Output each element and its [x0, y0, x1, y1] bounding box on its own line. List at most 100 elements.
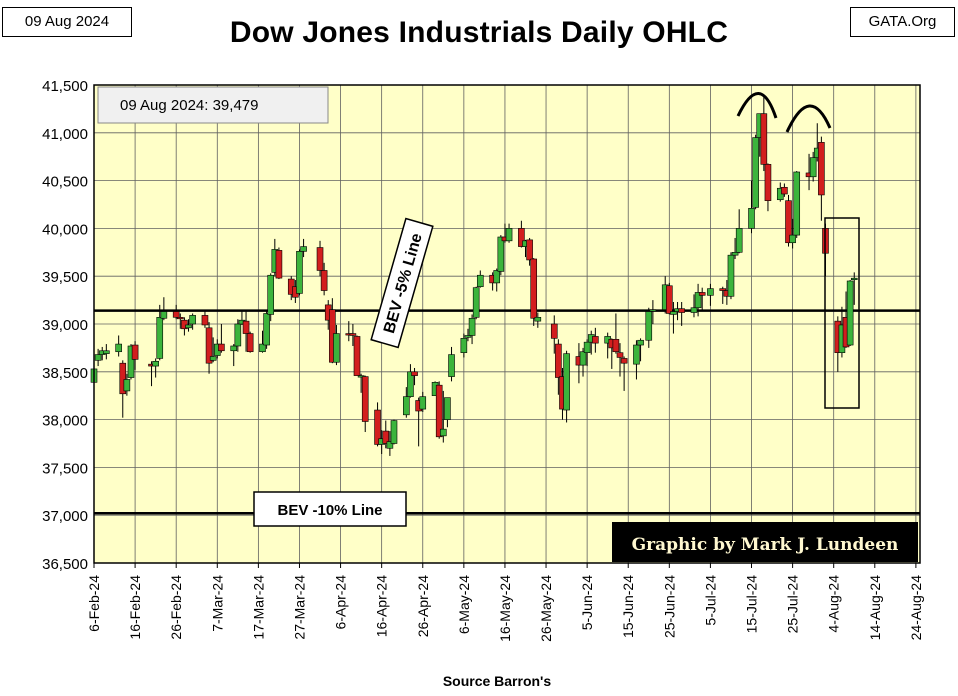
x-tick-label: 27-Mar-24 [291, 575, 307, 640]
ohlc-bar [242, 309, 250, 352]
ohlc-bar [296, 249, 303, 296]
bar-body [563, 353, 570, 411]
ohlc-bar [407, 364, 414, 398]
bar-body [735, 228, 743, 253]
ohlc-bar [579, 347, 587, 377]
ohlc-bar [218, 324, 225, 353]
bar-body [320, 270, 328, 291]
y-tick-label: 40,500 [42, 174, 88, 191]
ohlc-bar [735, 209, 743, 254]
ohlc-bar [719, 286, 727, 304]
ohlc-bar [555, 339, 562, 395]
bar-body [764, 164, 772, 201]
ohlc-bar [176, 313, 184, 329]
ohlc-bar [563, 350, 570, 423]
last-close-box [97, 86, 329, 124]
bar-body [94, 354, 102, 361]
ohlc-bar [349, 324, 357, 346]
bar-body [793, 171, 801, 236]
ohlc-bar [846, 280, 854, 346]
y-tick-label: 37,500 [42, 460, 88, 477]
bar-body [333, 333, 340, 363]
ohlc-bar [690, 294, 698, 318]
ohlc-bar [666, 282, 673, 315]
bar-body [460, 338, 468, 353]
bar-body [781, 186, 788, 195]
ohlc-bar [460, 333, 468, 358]
bar-body [152, 360, 159, 367]
bar-body [592, 336, 599, 344]
ohlc-bar [678, 302, 685, 326]
bar-body [246, 333, 254, 353]
ohlc-bar [505, 223, 513, 243]
ohlc-bar [620, 356, 628, 391]
bar-body [444, 397, 451, 420]
ohlc-bar [403, 387, 410, 418]
bar-body [583, 341, 591, 353]
ohlc-bar [205, 322, 213, 374]
bev-10-label-box [253, 491, 407, 527]
x-tick-label: 6-Apr-24 [333, 575, 349, 630]
y-tick-label: 36,500 [42, 556, 88, 573]
ohlc-bar [534, 312, 542, 328]
x-tick-label: 6-May-24 [456, 575, 472, 634]
x-tick-label: 14-Aug-24 [867, 575, 883, 641]
bar-body [690, 307, 698, 313]
bar-body [181, 319, 188, 330]
ohlc-bar [320, 262, 328, 296]
ohlc-bar [707, 283, 714, 306]
bar-body [201, 315, 209, 326]
bar-body [300, 246, 307, 252]
ohlc-bar [698, 287, 706, 310]
ohlc-bar [353, 335, 361, 376]
bar-body [731, 252, 739, 256]
bar-body [275, 250, 283, 279]
ohlc-bar [550, 315, 558, 354]
bar-body [497, 236, 505, 272]
ohlc-bar [267, 273, 275, 322]
bar-body [296, 251, 303, 294]
ohlc-bar [374, 402, 381, 447]
ohlc-bars [90, 96, 858, 456]
ohlc-bar [263, 309, 270, 349]
ohlc-bar [781, 183, 788, 197]
ohlc-bar [234, 319, 242, 352]
bar-body [103, 350, 110, 354]
ohlc-bar [156, 304, 164, 361]
bar-body [818, 142, 825, 196]
ohlc-bar [637, 338, 644, 362]
date-stamp: 09 Aug 2024 [2, 7, 132, 37]
ohlc-bar [390, 419, 398, 445]
bar-body [156, 317, 164, 359]
bar-body [645, 311, 653, 341]
x-tick-label: 6-Feb-24 [86, 575, 102, 632]
bar-body [435, 384, 443, 438]
ohlc-bar [131, 341, 139, 370]
ohlc-bar [850, 272, 858, 305]
ohlc-bar [201, 310, 209, 328]
bar-body [534, 317, 542, 322]
bar-body [230, 345, 238, 352]
bar-body [403, 396, 410, 416]
chart-title: Dow Jones Industrials Daily OHLC [229, 16, 729, 49]
bar-body [349, 333, 357, 336]
bar-body [115, 343, 122, 353]
bar-body [637, 339, 644, 346]
credit-box [612, 522, 918, 562]
ohlc-bar [612, 313, 620, 354]
bar-body [472, 287, 480, 318]
x-tick-label: 15-Jul-24 [744, 575, 760, 634]
x-tick-label: 7-Mar-24 [209, 575, 225, 632]
bar-body [185, 324, 192, 329]
x-tick-label: 25-Jun-24 [661, 575, 677, 638]
ohlc-bar [645, 307, 653, 348]
bar-body [386, 441, 394, 449]
bar-body [633, 344, 640, 365]
y-tick-label: 37,000 [42, 508, 88, 525]
ohlc-bar [440, 390, 447, 443]
ohlc-bar [181, 317, 188, 336]
y-tick-label: 41,500 [42, 78, 88, 95]
ohlc-bar [94, 348, 102, 367]
bar-body [555, 343, 562, 378]
bar-body [448, 354, 455, 377]
